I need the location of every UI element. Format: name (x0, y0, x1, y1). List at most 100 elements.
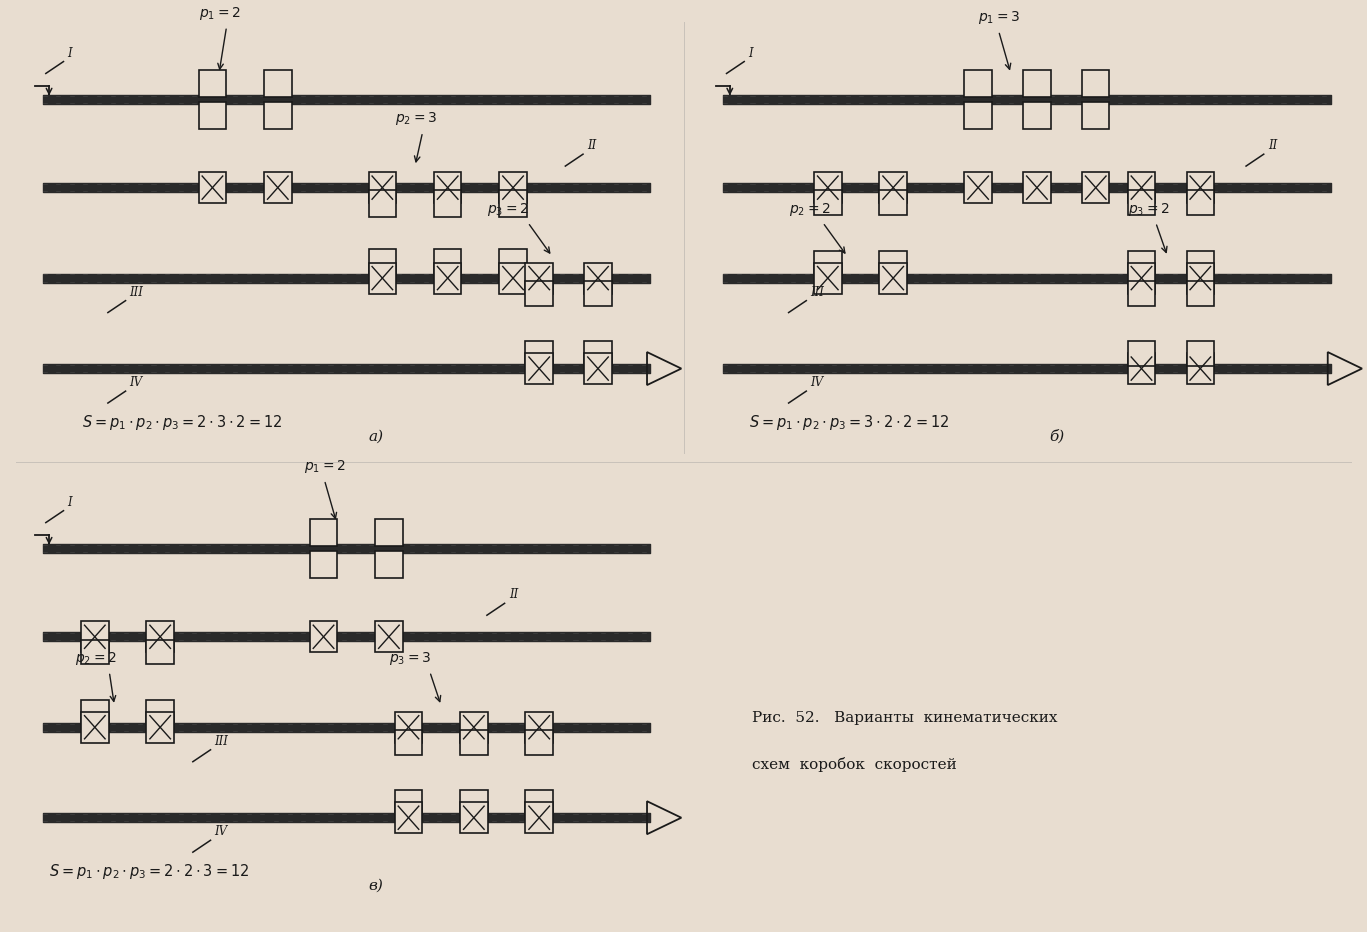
Bar (525, 730, 552, 755)
Text: IV: IV (130, 377, 142, 390)
Bar (815, 172, 842, 203)
Text: $p_2=2$: $p_2=2$ (789, 200, 830, 218)
Text: $p_1=3$: $p_1=3$ (979, 9, 1020, 26)
Text: $S=p_1 \cdot p_2 \cdot p_3=2 \cdot 2 \cdot 3=12$: $S=p_1 \cdot p_2 \cdot p_3=2 \cdot 2 \cd… (49, 862, 249, 881)
Bar (964, 172, 992, 203)
Text: II: II (586, 140, 596, 152)
Bar (879, 172, 906, 203)
Text: в): в) (368, 879, 383, 893)
Text: IV: IV (215, 826, 228, 839)
Bar (395, 712, 422, 743)
Bar (310, 519, 338, 546)
Text: б): б) (1048, 430, 1064, 444)
Bar (1128, 251, 1155, 275)
Bar (499, 190, 526, 217)
Text: $p_3=3$: $p_3=3$ (388, 650, 431, 667)
Bar (433, 263, 462, 294)
Bar (815, 263, 842, 294)
Bar (584, 281, 611, 306)
Bar (146, 700, 174, 724)
Bar (81, 622, 108, 652)
Bar (1187, 172, 1214, 203)
Bar (264, 103, 291, 129)
Bar (81, 700, 108, 724)
Text: $p_1=2$: $p_1=2$ (200, 5, 241, 21)
Bar (375, 551, 403, 578)
Bar (1128, 353, 1155, 384)
Bar (815, 251, 842, 275)
Bar (310, 622, 338, 652)
Text: IV: IV (811, 377, 823, 390)
Bar (198, 103, 226, 129)
Bar (1187, 190, 1214, 215)
Text: $p_2=3$: $p_2=3$ (395, 110, 437, 128)
Bar (964, 70, 992, 97)
Bar (369, 249, 396, 275)
Bar (264, 172, 291, 203)
Bar (1187, 353, 1214, 384)
Text: $p_3=2$: $p_3=2$ (487, 200, 529, 218)
Bar (1187, 251, 1214, 275)
Bar (198, 70, 226, 97)
Text: $S=p_1 \cdot p_2 \cdot p_3=3 \cdot 2 \cdot 2=12$: $S=p_1 \cdot p_2 \cdot p_3=3 \cdot 2 \cd… (749, 413, 950, 432)
Bar (584, 341, 611, 366)
Bar (584, 263, 611, 294)
Bar (499, 172, 526, 203)
Bar (1128, 341, 1155, 366)
Text: а): а) (368, 430, 383, 444)
Bar (433, 249, 462, 275)
Bar (433, 190, 462, 217)
Bar (264, 70, 291, 97)
Text: I: I (67, 496, 72, 509)
Bar (879, 263, 906, 294)
Bar (1083, 172, 1110, 203)
Text: схем  коробок  скоростей: схем коробок скоростей (752, 757, 957, 772)
Bar (146, 712, 174, 743)
Bar (1024, 103, 1051, 129)
Text: $p_1=2$: $p_1=2$ (303, 459, 346, 475)
Bar (1187, 263, 1214, 294)
Bar (1187, 281, 1214, 306)
Bar (1024, 70, 1051, 97)
Text: II: II (1267, 140, 1277, 152)
Bar (1128, 263, 1155, 294)
Bar (525, 790, 552, 815)
Bar (525, 341, 552, 366)
Bar (375, 622, 403, 652)
Bar (525, 263, 552, 294)
Text: II: II (509, 588, 518, 601)
Text: III: III (130, 286, 144, 299)
Bar (375, 519, 403, 546)
Bar (1083, 70, 1110, 97)
Text: III: III (811, 286, 824, 299)
Bar (525, 712, 552, 743)
Bar (81, 639, 108, 665)
Bar (525, 281, 552, 306)
Text: I: I (67, 47, 72, 60)
Bar (1083, 103, 1110, 129)
Text: Рис.  52.   Варианты  кинематических: Рис. 52. Варианты кинематических (752, 711, 1057, 725)
Bar (879, 251, 906, 275)
Bar (198, 172, 226, 203)
Text: III: III (215, 735, 228, 748)
Bar (815, 190, 842, 215)
Bar (1128, 172, 1155, 203)
Bar (584, 353, 611, 384)
Bar (461, 730, 488, 755)
Bar (310, 551, 338, 578)
Bar (525, 802, 552, 833)
Bar (395, 790, 422, 815)
Bar (146, 639, 174, 665)
Bar (146, 622, 174, 652)
Bar (461, 802, 488, 833)
Bar (433, 172, 462, 203)
Bar (525, 353, 552, 384)
Bar (499, 249, 526, 275)
Bar (461, 790, 488, 815)
Bar (369, 190, 396, 217)
Bar (1128, 190, 1155, 215)
Bar (1024, 172, 1051, 203)
Bar (461, 712, 488, 743)
Bar (1187, 341, 1214, 366)
Bar (964, 103, 992, 129)
